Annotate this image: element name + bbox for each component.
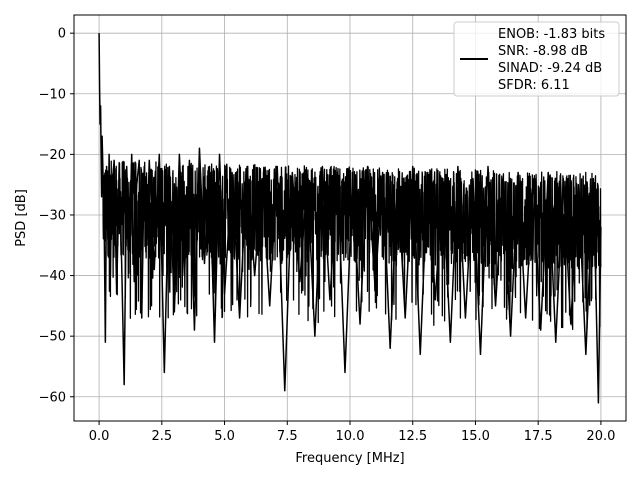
- x-tick-label-5: 12.5: [398, 429, 427, 444]
- y-tick-label-0: 0: [58, 27, 66, 42]
- y-tick-label-2: −20: [39, 148, 66, 163]
- legend-sfdr: SFDR: 6.11: [498, 78, 570, 93]
- x-tick-label-2: 5.0: [214, 429, 235, 444]
- y-tick-label-5: −50: [39, 330, 66, 345]
- x-tick-label-1: 2.5: [151, 429, 172, 444]
- x-tick-label-0: 0.0: [89, 429, 110, 444]
- x-tick-label-8: 20.0: [586, 429, 615, 444]
- y-tick-label-3: −30: [39, 208, 66, 223]
- x-axis-label: Frequency [MHz]: [295, 451, 404, 466]
- x-tick-label-3: 7.5: [277, 429, 298, 444]
- legend-snr: SNR: -8.98 dB: [498, 44, 588, 59]
- legend-sinad: SINAD: -9.24 dB: [498, 61, 602, 76]
- y-tick-label-1: −10: [39, 87, 66, 102]
- y-tick-label-6: −60: [39, 390, 66, 405]
- y-axis-label: PSD [dB]: [14, 189, 29, 247]
- legend-enob: ENOB: -1.83 bits: [498, 27, 605, 42]
- x-tick-label-6: 15.0: [461, 429, 490, 444]
- x-tick-label-4: 10.0: [336, 429, 365, 444]
- x-tick-label-7: 17.5: [524, 429, 553, 444]
- y-tick-label-4: −40: [39, 269, 66, 284]
- legend: ENOB: -1.83 bits SNR: -8.98 dB SINAD: -9…: [454, 22, 619, 96]
